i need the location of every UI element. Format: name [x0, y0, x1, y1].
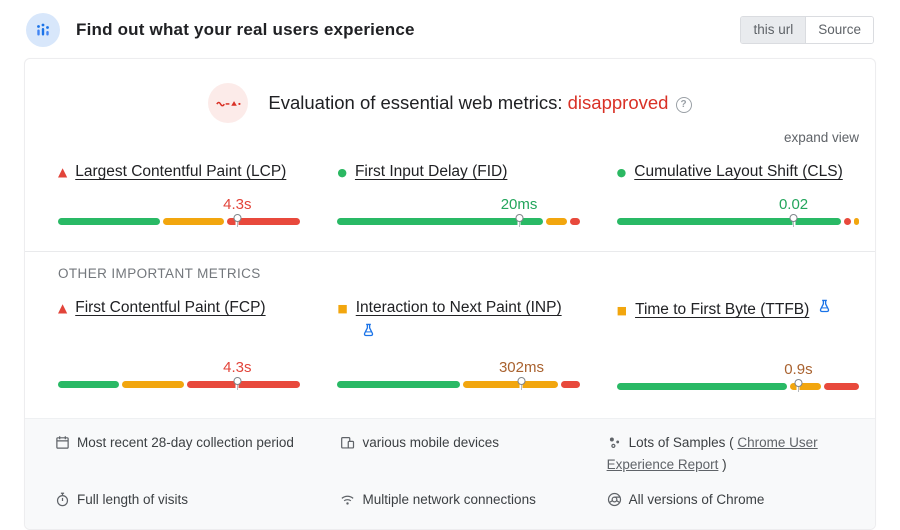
stopwatch-icon	[55, 492, 70, 512]
collection-details-footer: Most recent 28-day collection period var…	[25, 418, 875, 529]
metric-status-icon: ▲	[58, 165, 68, 179]
bar-segment	[823, 383, 859, 390]
collection-detail-item: Lots of Samples ( Chrome User Experience…	[606, 435, 818, 472]
metric-card: ● Cumulative Layout Shift (CLS) 0.02	[616, 163, 859, 227]
bar-segment	[789, 383, 821, 390]
bar-segment	[844, 218, 852, 225]
samples-icon	[607, 435, 622, 455]
metric-status-icon: ■	[616, 304, 628, 317]
metric-title-link[interactable]: Time to First Byte (TTFB)	[635, 301, 810, 318]
bar-segment	[337, 381, 461, 388]
devices-icon	[340, 435, 355, 455]
metric-title-link[interactable]: Interaction to Next Paint (INP)	[355, 299, 562, 316]
metric-distribution-bar	[616, 379, 859, 392]
bar-segment	[616, 218, 842, 225]
section-divider	[25, 251, 875, 252]
flask-slot	[617, 319, 859, 346]
flask-slot	[337, 317, 579, 344]
metric-value: 20ms	[500, 196, 538, 213]
metric-distribution-bar	[337, 214, 580, 227]
bar-segment	[616, 383, 787, 390]
bar-segment	[58, 218, 160, 225]
metric-marker-dot	[796, 379, 800, 392]
metric-marker-dot	[792, 214, 796, 227]
metric-marker-dot	[235, 377, 239, 390]
sparkline-fail-icon	[208, 83, 249, 123]
bar-segment	[337, 218, 543, 225]
metric-card: ■ Time to First Byte (TTFB) 0.9s	[616, 299, 859, 392]
bar-segment	[186, 381, 301, 388]
metric-value: 4.3s	[223, 196, 252, 213]
bar-segment	[560, 381, 580, 388]
metric-distribution-bar	[616, 214, 859, 227]
metric-marker-dot	[235, 214, 239, 227]
bar-segment	[227, 218, 301, 225]
collection-detail-item: Most recent 28-day collection period	[55, 433, 326, 474]
evaluation-text: Evaluation of essential web metrics: dis…	[268, 92, 692, 114]
metric-title-link[interactable]: First Contentful Paint (FCP)	[75, 299, 266, 316]
bar-segment	[570, 218, 580, 225]
metric-status-icon: ●	[616, 166, 627, 179]
source-button[interactable]: Source	[805, 17, 873, 43]
metric-distribution-bar	[58, 377, 301, 390]
bar-segment	[854, 218, 859, 225]
core-metrics-row: ▲ Largest Contentful Paint (LCP) 4.3s ● …	[25, 147, 875, 227]
url-source-toggle: this url Source	[740, 16, 874, 44]
calendar-icon	[55, 435, 70, 455]
other-metrics-label: OTHER IMPORTANT METRICS	[58, 266, 261, 281]
metric-status-icon: ●	[337, 166, 347, 179]
metric-value: 4.3s	[223, 359, 252, 376]
metric-value: 302ms	[498, 359, 544, 376]
experimental-flask-icon	[361, 323, 376, 338]
metric-marker-dot	[517, 214, 521, 227]
chrome-icon	[607, 492, 622, 512]
collection-detail-item: All versions of Chrome	[607, 490, 849, 512]
experimental-flask-icon	[817, 299, 832, 314]
metric-card: ▲ First Contentful Paint (FCP) 4.3s	[58, 299, 301, 390]
metric-distribution-bar	[337, 377, 580, 390]
metric-status-icon: ■	[337, 302, 348, 315]
collection-detail-item: various mobile devices	[340, 433, 592, 474]
metric-status-icon: ▲	[58, 301, 68, 315]
metric-value: 0.9s	[784, 361, 813, 378]
field-data-card: Evaluation of essential web metrics: dis…	[24, 58, 876, 530]
metric-value: 0.02	[778, 196, 809, 213]
bar-segment	[58, 381, 120, 388]
bar-segment	[463, 381, 558, 388]
metric-title-link[interactable]: First Input Delay (FID)	[354, 163, 508, 180]
this-url-button[interactable]: this url	[741, 17, 806, 43]
metric-card: ▲ Largest Contentful Paint (LCP) 4.3s	[58, 163, 301, 227]
metric-distribution-bar	[58, 214, 301, 227]
metric-card: ● First Input Delay (FID) 20ms	[337, 163, 580, 227]
page-header: Find out what your real users experience…	[0, 0, 900, 56]
real-users-chart-icon	[26, 13, 60, 47]
page-title: Find out what your real users experience	[76, 20, 415, 39]
metric-card: ■ Interaction to Next Paint (INP) 302ms	[337, 299, 580, 390]
collection-detail-item: Full length of visits	[55, 490, 326, 512]
metric-title-link[interactable]: Largest Contentful Paint (LCP)	[75, 163, 287, 180]
collection-detail-item: Multiple network connections	[340, 490, 592, 512]
help-icon[interactable]: ?	[675, 97, 692, 113]
metric-marker-dot	[519, 377, 523, 390]
flask-slot	[58, 317, 300, 344]
evaluation-header: Evaluation of essential web metrics: dis…	[25, 59, 875, 123]
crux-report-link[interactable]: Chrome User Experience Report	[606, 435, 818, 472]
expand-view-link[interactable]: expand view	[783, 130, 859, 145]
network-icon	[340, 492, 355, 512]
other-metrics-row: ▲ First Contentful Paint (FCP) 4.3s ■ In…	[25, 281, 875, 392]
bar-segment	[162, 218, 225, 225]
evaluation-status: disapproved	[567, 92, 669, 113]
bar-segment	[545, 218, 568, 225]
bar-segment	[122, 381, 184, 388]
metric-title-link[interactable]: Cumulative Layout Shift (CLS)	[634, 163, 843, 180]
